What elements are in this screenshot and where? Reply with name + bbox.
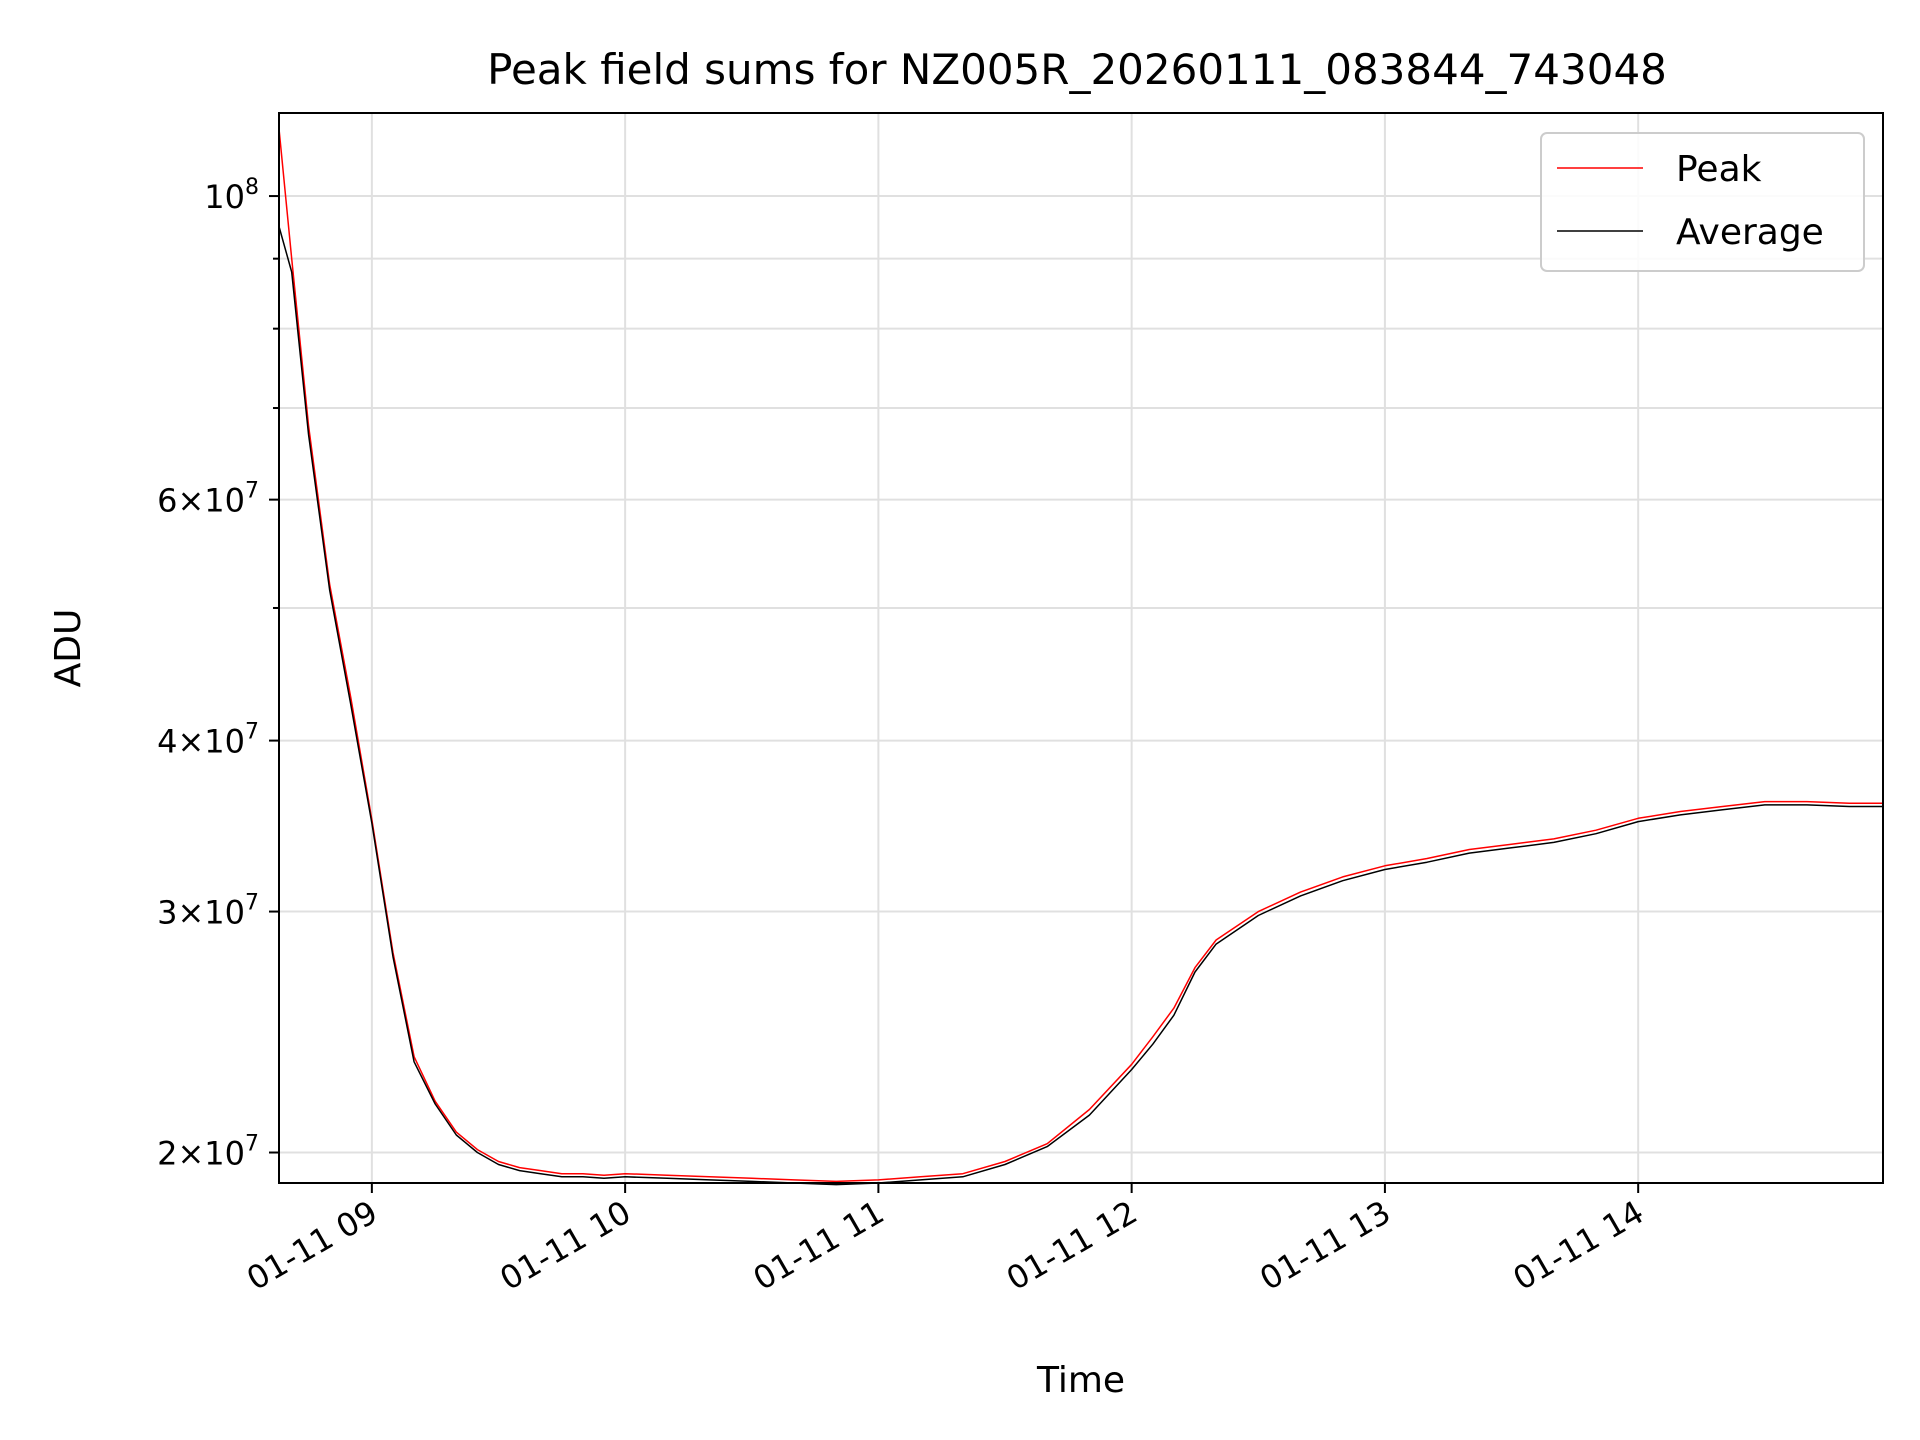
series-line-average: [278, 226, 1883, 1186]
legend-peak-label: Peak: [1676, 149, 1762, 190]
y-tick-label: 6×107: [157, 479, 259, 520]
y-axis-label: ADU: [48, 609, 89, 688]
x-axis-label: Time: [1036, 1360, 1125, 1401]
chart-title: Peak field sums for NZ005R_20260111_0838…: [487, 45, 1667, 94]
y-tick-label: 2×107: [157, 1132, 259, 1173]
y-axis-ticks: 2×107 3×107 4×107 6×107 108: [157, 175, 279, 1173]
plot-area-frame: [278, 112, 1884, 1184]
series-line-peak: [278, 128, 1883, 1183]
legend-average-label: Average: [1676, 212, 1824, 253]
y-tick-label: 108: [204, 175, 259, 216]
series-layer: [278, 128, 1883, 1186]
legend: Peak Average: [1540, 132, 1865, 272]
y-tick-label: 3×107: [157, 891, 259, 932]
y-tick-label: 4×107: [157, 720, 259, 761]
x-gridlines: [370, 113, 1640, 1183]
